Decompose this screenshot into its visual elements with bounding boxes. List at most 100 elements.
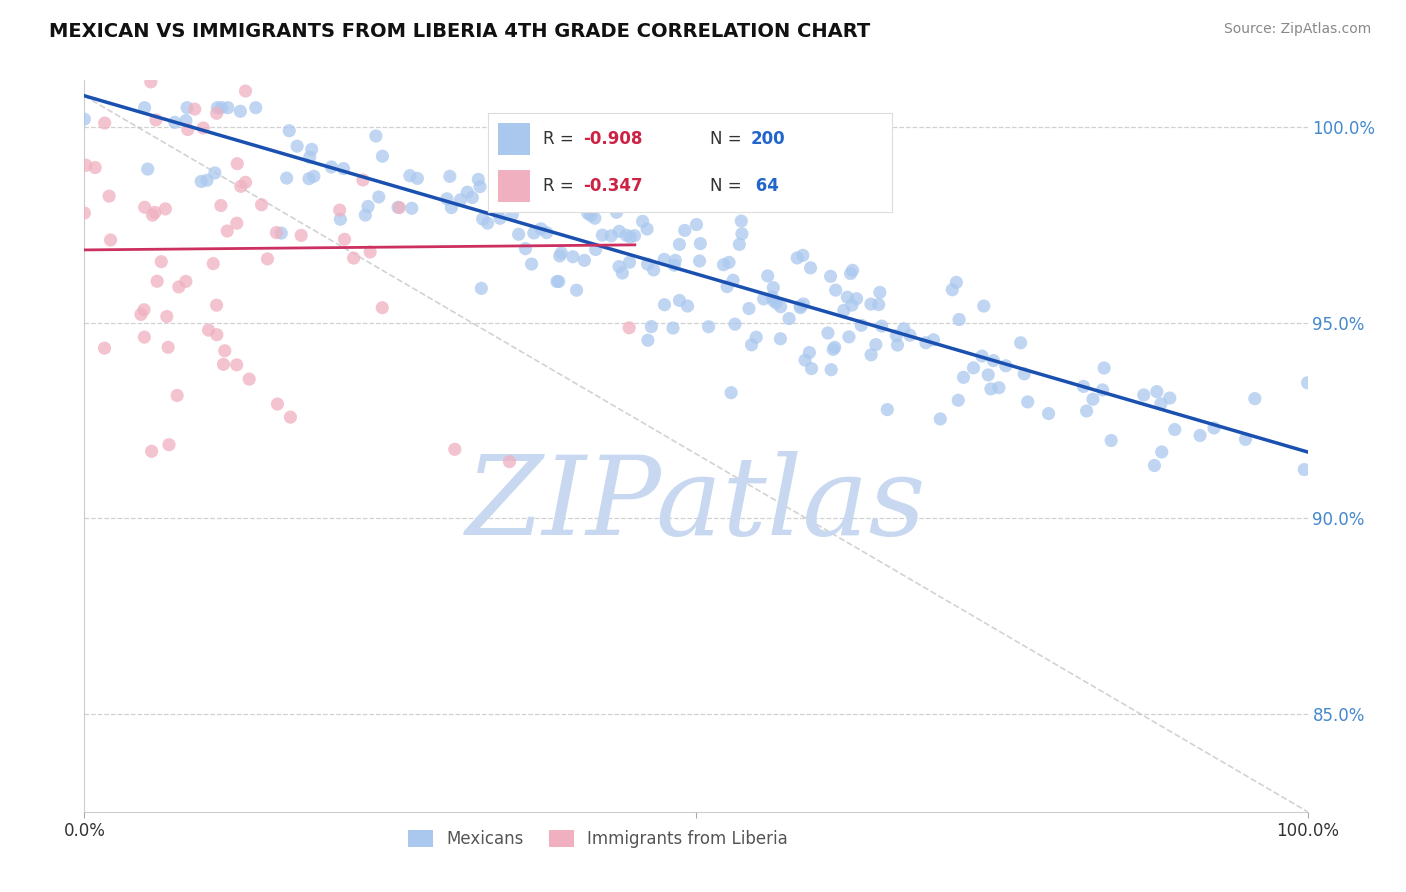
Point bbox=[1099, 434, 1122, 448]
Point bbox=[134, 101, 156, 115]
Point bbox=[134, 200, 156, 214]
Point bbox=[367, 190, 389, 204]
Point bbox=[838, 330, 860, 344]
Point bbox=[915, 335, 938, 350]
Point bbox=[789, 299, 811, 313]
Point bbox=[762, 293, 785, 308]
Point bbox=[477, 216, 499, 230]
Point bbox=[983, 353, 1005, 368]
Point bbox=[436, 192, 458, 206]
Point bbox=[637, 257, 659, 271]
Point bbox=[190, 62, 212, 76]
Point bbox=[523, 226, 546, 240]
Point bbox=[329, 212, 352, 227]
Point bbox=[202, 257, 225, 271]
Point bbox=[302, 169, 325, 184]
Point bbox=[564, 192, 586, 206]
Point bbox=[364, 128, 387, 143]
Point bbox=[235, 84, 257, 98]
Point bbox=[278, 124, 301, 138]
Point bbox=[489, 211, 512, 226]
Point bbox=[845, 292, 868, 306]
Point bbox=[143, 205, 166, 219]
Point bbox=[266, 397, 288, 411]
Point bbox=[728, 237, 751, 252]
Point bbox=[832, 303, 855, 318]
Point bbox=[752, 292, 775, 306]
Point bbox=[922, 333, 945, 347]
Point bbox=[73, 112, 96, 127]
Point bbox=[174, 274, 197, 288]
Point bbox=[136, 162, 159, 177]
Point bbox=[637, 333, 659, 347]
Point bbox=[530, 222, 553, 236]
Point bbox=[266, 226, 288, 240]
Point bbox=[799, 345, 821, 359]
Point bbox=[689, 236, 711, 251]
Point bbox=[994, 359, 1017, 373]
Text: Source: ZipAtlas.com: Source: ZipAtlas.com bbox=[1223, 22, 1371, 37]
Point bbox=[134, 330, 156, 344]
Point bbox=[1012, 367, 1035, 381]
Point bbox=[607, 224, 630, 238]
Point bbox=[440, 201, 463, 215]
Point bbox=[546, 275, 568, 289]
Point bbox=[948, 312, 970, 326]
Point bbox=[498, 455, 520, 469]
Point bbox=[406, 171, 429, 186]
Point bbox=[388, 201, 411, 215]
Point bbox=[987, 381, 1010, 395]
Point bbox=[1150, 445, 1173, 459]
Point bbox=[738, 301, 761, 316]
Text: MEXICAN VS IMMIGRANTS FROM LIBERIA 4TH GRADE CORRELATION CHART: MEXICAN VS IMMIGRANTS FROM LIBERIA 4TH G… bbox=[49, 22, 870, 41]
Point bbox=[585, 243, 607, 257]
Point bbox=[443, 442, 465, 457]
Point bbox=[720, 385, 742, 400]
Point bbox=[333, 232, 356, 246]
Point bbox=[740, 338, 762, 352]
Point bbox=[354, 208, 377, 222]
Point bbox=[631, 214, 654, 228]
Point bbox=[1073, 379, 1095, 393]
Point bbox=[794, 353, 817, 368]
Point bbox=[613, 183, 636, 197]
Point bbox=[1164, 423, 1187, 437]
Point bbox=[225, 358, 247, 372]
Point bbox=[211, 101, 233, 115]
Point bbox=[461, 190, 484, 204]
Point bbox=[207, 101, 229, 115]
Point bbox=[859, 297, 882, 311]
Point bbox=[865, 337, 887, 351]
Point bbox=[290, 228, 312, 243]
Point bbox=[205, 106, 228, 120]
Point bbox=[371, 149, 394, 163]
Point bbox=[664, 258, 686, 272]
Point bbox=[948, 393, 970, 408]
Point bbox=[662, 321, 685, 335]
Point bbox=[799, 260, 821, 275]
Point bbox=[298, 171, 321, 186]
Point bbox=[214, 343, 236, 358]
Point bbox=[141, 444, 163, 458]
Point bbox=[654, 298, 676, 312]
Point bbox=[1092, 361, 1115, 376]
Point bbox=[817, 326, 839, 340]
Point bbox=[589, 191, 612, 205]
Point bbox=[93, 116, 115, 130]
Point bbox=[624, 62, 647, 76]
Point bbox=[792, 248, 814, 262]
Point bbox=[229, 179, 252, 194]
Point bbox=[824, 283, 846, 297]
Point bbox=[449, 193, 471, 207]
Point bbox=[1234, 433, 1257, 447]
Point bbox=[860, 348, 883, 362]
Point bbox=[176, 101, 198, 115]
Point bbox=[439, 169, 461, 184]
Point bbox=[1294, 462, 1316, 476]
Point bbox=[643, 263, 665, 277]
Point bbox=[730, 214, 752, 228]
Text: ZIPatlas: ZIPatlas bbox=[465, 450, 927, 558]
Point bbox=[190, 174, 212, 188]
Point bbox=[1143, 458, 1166, 473]
Point bbox=[209, 198, 232, 212]
